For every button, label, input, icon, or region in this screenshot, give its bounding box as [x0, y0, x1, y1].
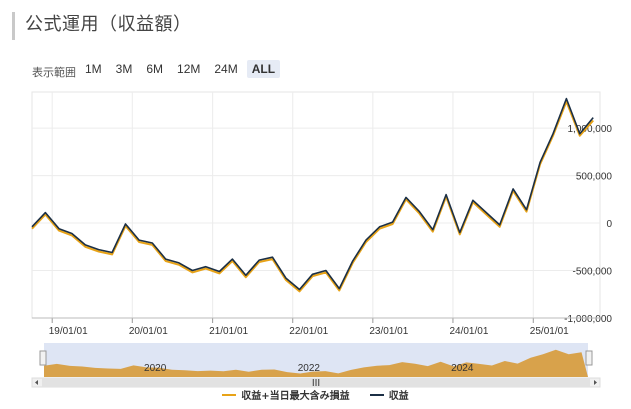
- range-button-all[interactable]: ALL: [246, 60, 281, 78]
- x-tick-label: 24/01/01: [449, 326, 488, 337]
- title-bar: 公式運用（収益額）: [12, 12, 192, 40]
- y-tick-label: 1,000,000: [568, 124, 613, 135]
- scrollbar-thumb[interactable]: [42, 378, 590, 387]
- scroll-left-icon[interactable]: [35, 380, 38, 385]
- series-line-income-with-loss: [31, 100, 594, 293]
- plot-area: [31, 91, 601, 319]
- x-tick-label: 23/01/01: [369, 326, 408, 337]
- legend-item-income-with-loss[interactable]: 収益+当日最大含み損益: [222, 387, 350, 402]
- y-tick-label: 0: [606, 219, 612, 230]
- range-button-1m[interactable]: 1M: [85, 62, 102, 76]
- legend-label-income: 収益: [388, 391, 409, 402]
- range-button-12m[interactable]: 12M: [177, 62, 201, 76]
- range-selector: 1M 3M 6M 12M 24M ALL: [80, 60, 281, 78]
- range-button-24m[interactable]: 24M: [214, 62, 238, 76]
- scroll-right-icon[interactable]: [594, 380, 597, 385]
- navigator-handle-right[interactable]: [585, 350, 593, 366]
- y-tick-label: -1,000,000: [564, 314, 612, 325]
- navigator-area: [44, 349, 588, 377]
- x-tick-label: 25/01/01: [530, 326, 569, 337]
- navigator-tick-label: 2024: [451, 363, 474, 374]
- y-tick-label: -500,000: [573, 267, 613, 278]
- x-tick-label: 21/01/01: [209, 326, 248, 337]
- x-tick-label: 20/01/01: [129, 326, 168, 337]
- navigator-tick-label: 2020: [144, 363, 167, 374]
- page-title: 公式運用（収益額）: [25, 14, 192, 35]
- x-tick-label: 22/01/01: [289, 326, 328, 337]
- x-tick-label: 19/01/01: [49, 326, 88, 337]
- chart-legend: 収益+当日最大含み損益 収益: [0, 387, 631, 402]
- legend-swatch-income-with-loss: [222, 393, 237, 396]
- y-tick-label: 500,000: [576, 172, 613, 183]
- legend-label-income-with-loss: 収益+当日最大含み損益: [241, 391, 350, 402]
- series-line-income: [31, 97, 594, 291]
- range-button-6m[interactable]: 6M: [146, 62, 164, 76]
- navigator-handle-left[interactable]: [39, 350, 47, 366]
- navigator-tick-label: 2022: [298, 363, 321, 374]
- legend-item-income[interactable]: 収益: [369, 387, 409, 402]
- range-button-3m[interactable]: 3M: [115, 62, 133, 76]
- scrollbar-grip: III: [312, 378, 320, 389]
- range-selector-label: 表示範囲: [32, 66, 76, 79]
- legend-swatch-income: [369, 393, 384, 396]
